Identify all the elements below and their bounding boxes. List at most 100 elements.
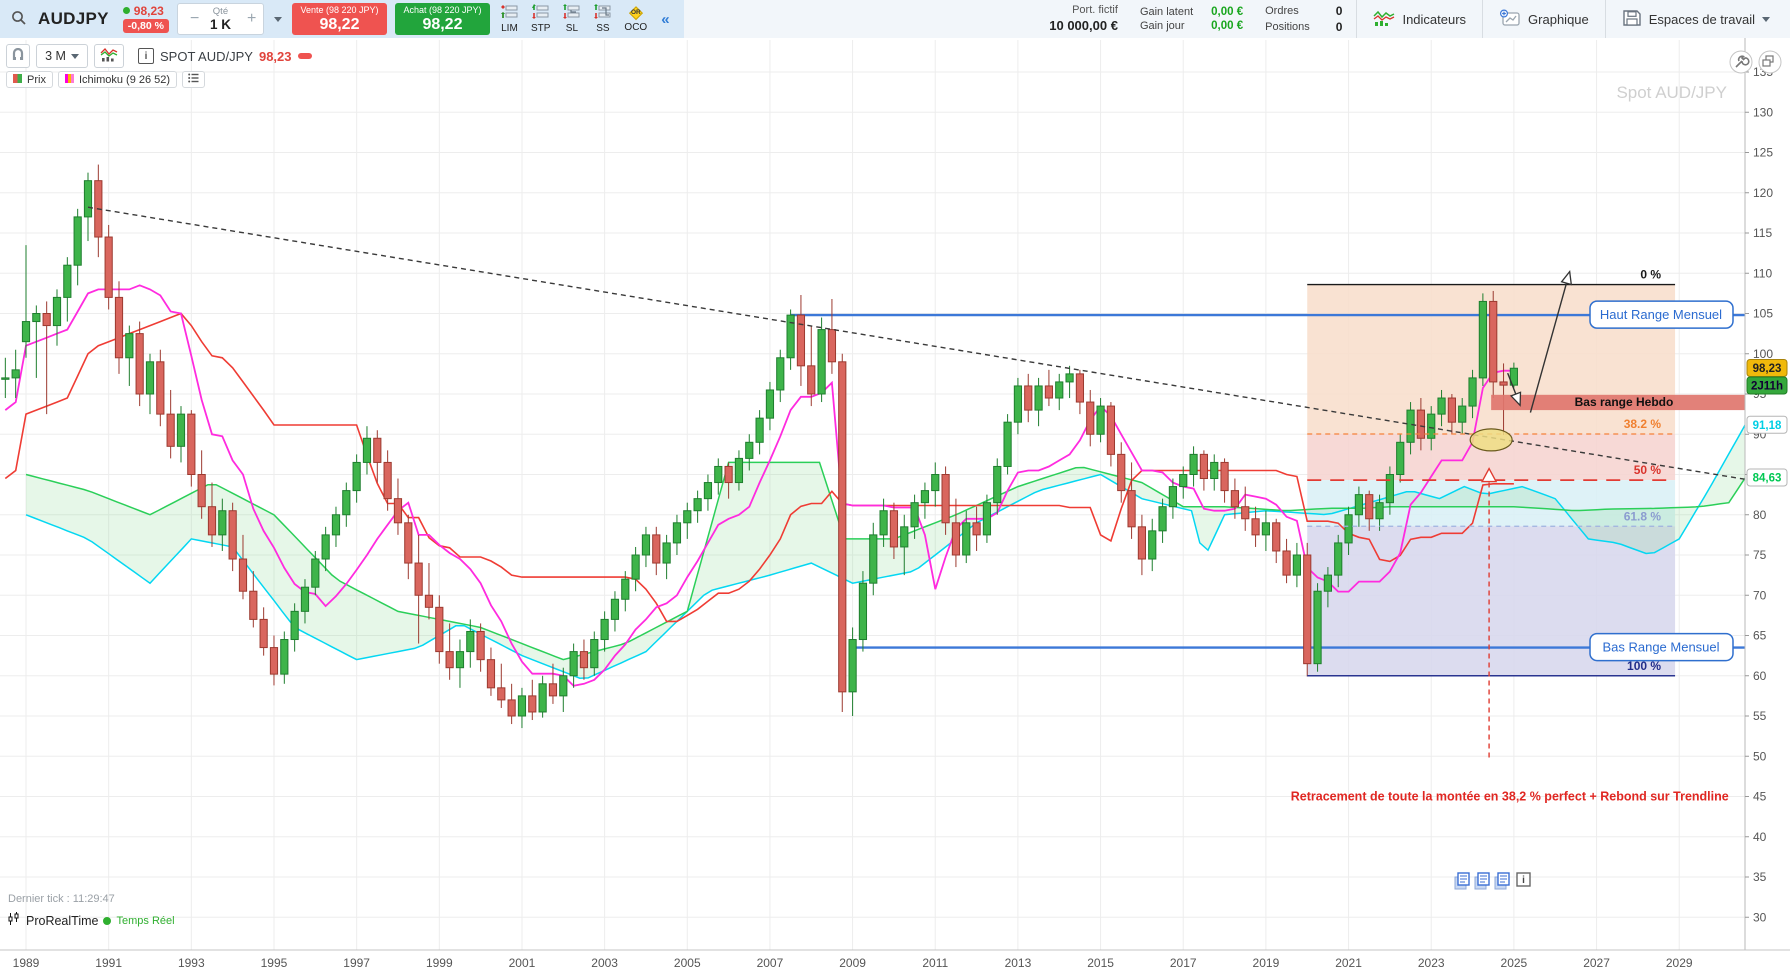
- copy-buttons[interactable]: i: [1454, 872, 1531, 890]
- order-type-ss-button[interactable]: SS: [591, 4, 614, 33]
- svg-text:2011: 2011: [922, 956, 948, 970]
- legend-list-button[interactable]: [182, 71, 206, 88]
- axis-badge-candle-countdown: [1746, 376, 1788, 395]
- svg-text:2007: 2007: [757, 956, 784, 970]
- legend-ichimoku-label: Ichimoku (9 26 52): [78, 73, 171, 86]
- last-tick: Dernier tick : 11:29:47: [8, 893, 115, 905]
- workspaces-menu-button[interactable]: Espaces de travail: [1604, 0, 1786, 38]
- realtime-dot-icon: [103, 917, 112, 925]
- indicators-menu-button[interactable]: Indicateurs: [1356, 0, 1482, 38]
- axis-corner-buttons[interactable]: [1729, 50, 1782, 74]
- chart-toolbar: 3 M i SPOT AUD/JPY 98,23: [6, 44, 312, 68]
- svg-text:2013: 2013: [1005, 956, 1032, 970]
- chart-watermark: Spot AUD/JPY: [1616, 83, 1727, 102]
- list-icon: [188, 73, 199, 86]
- order-type-stp-button[interactable]: STP: [529, 4, 552, 33]
- search-button[interactable]: [8, 8, 30, 30]
- portfolio-label: Port. fictif: [1072, 4, 1118, 16]
- gain-latent-value: 0,00 €: [1211, 6, 1244, 18]
- portfolio-block: Port. fictif 10 000,00 €: [1049, 4, 1118, 34]
- orders-value: 0: [1335, 4, 1343, 18]
- chevron-down-icon: [70, 53, 79, 59]
- ichimoku-legend-icon: [64, 73, 74, 86]
- orders-label: Ordres: [1265, 5, 1299, 17]
- svg-text:75: 75: [1753, 548, 1767, 562]
- instrument-change-badge: [297, 53, 312, 59]
- instrument-header: i SPOT AUD/JPY 98,23: [138, 48, 312, 64]
- axis-badge-senkou-a-value: [1746, 415, 1788, 434]
- trade-bar: AUDJPY 98,23 -0,80 % − Qté 1 K + Vente (…: [0, 0, 1790, 39]
- magnet-tool-button[interactable]: [6, 44, 30, 68]
- svg-text:Haut Range Mensuel: Haut Range Mensuel: [1600, 307, 1722, 322]
- svg-text:40: 40: [1753, 830, 1767, 844]
- qty-plus-button[interactable]: +: [241, 10, 257, 28]
- chart-type-button[interactable]: [94, 44, 124, 68]
- indicators-menu-label: Indicateurs: [1402, 11, 1467, 27]
- svg-text:38.2 %: 38.2 %: [1624, 417, 1662, 431]
- order-type-lim-button[interactable]: LIM: [498, 4, 521, 33]
- svg-text:1989: 1989: [13, 956, 40, 970]
- legend-ichimoku-chip[interactable]: Ichimoku (9 26 52): [57, 71, 178, 88]
- svg-text:1991: 1991: [95, 956, 122, 970]
- chart-menu-label: Graphique: [1528, 11, 1589, 27]
- legend-price-label: Prix: [27, 73, 46, 86]
- order-type-label: STP: [530, 22, 551, 34]
- svg-text:2015: 2015: [1087, 956, 1114, 970]
- order-type-label: OCO: [624, 22, 648, 33]
- svg-text:70: 70: [1753, 588, 1767, 602]
- svg-text:2J11h: 2J11h: [1751, 380, 1783, 392]
- svg-text:120: 120: [1753, 186, 1773, 200]
- brand-name: ProRealTime: [26, 913, 99, 928]
- svg-text:115: 115: [1753, 226, 1772, 240]
- collapse-panel-button[interactable]: «: [657, 11, 673, 28]
- annotation-arrows: [1507, 270, 1573, 413]
- qty-value-block: Qté 1 K: [210, 6, 231, 32]
- qty-dropdown-button[interactable]: [272, 16, 284, 22]
- qty-minus-button[interactable]: −: [184, 10, 200, 28]
- svg-text:i: i: [1522, 875, 1525, 886]
- instrument-price: 98,23: [258, 48, 292, 64]
- time-axis: 1989 1991 1993 1995 1997 1999 2001 2003 2005 2007…: [0, 949, 1790, 974]
- order-type-sl-button[interactable]: SL: [560, 4, 583, 33]
- chart-svg[interactable]: Spot AUD/JPY 0 % 38.2 % 50 % 61.8 % 100 % Bas …: [0, 38, 1790, 974]
- search-icon: [11, 10, 27, 29]
- info-icon[interactable]: i: [138, 48, 154, 64]
- svg-text:1995: 1995: [261, 956, 288, 970]
- timeframe-select[interactable]: 3 M: [36, 44, 88, 68]
- svg-text:105: 105: [1753, 307, 1773, 321]
- note: Retracement de toute la montée en 38,2 %…: [1291, 790, 1729, 804]
- stop-loss-icon: [562, 4, 581, 21]
- symbol-change-badge: -0,80 %: [122, 18, 169, 34]
- svg-text:98,23: 98,23: [1753, 363, 1782, 375]
- ichimoku-baselines: [4, 284, 1514, 687]
- svg-text:125: 125: [1753, 146, 1773, 160]
- svg-text:110: 110: [1753, 266, 1772, 280]
- svg-text:1997: 1997: [343, 956, 370, 970]
- retracement-vline: [1480, 467, 1498, 758]
- buy-price: 98,22: [422, 15, 463, 33]
- svg-text:2019: 2019: [1253, 956, 1280, 970]
- quantity-stepper: − Qté 1 K +: [176, 3, 264, 35]
- candles: [1, 164, 1518, 729]
- trade-bar-left: AUDJPY 98,23 -0,80 % − Qté 1 K + Vente (…: [0, 0, 684, 38]
- order-type-oco-button[interactable]: OR OCO: [622, 5, 649, 33]
- positions-value: 0: [1335, 20, 1343, 34]
- symbol-price: 98,23: [133, 3, 164, 18]
- legend-price-chip[interactable]: Prix: [6, 71, 53, 88]
- svg-text:100 %: 100 %: [1627, 659, 1661, 673]
- trade-bar-right: Port. fictif 10 000,00 € Gain latent 0,0…: [1049, 0, 1790, 38]
- chevron-down-icon: [1762, 16, 1770, 22]
- order-type-label: SS: [596, 22, 610, 34]
- instrument-name: SPOT AUD/JPY: [160, 48, 253, 64]
- svg-text:55: 55: [1753, 709, 1767, 723]
- sell-label: Vente (98 220 JPY): [300, 4, 379, 15]
- buy-button[interactable]: Achat (98 220 JPY) 98,22: [394, 3, 490, 35]
- gain-latent-label: Gain latent: [1139, 6, 1194, 18]
- symbol-price-block: 98,23 -0,80 %: [122, 3, 169, 34]
- svg-text:100: 100: [1753, 347, 1773, 361]
- svg-text:2021: 2021: [1335, 956, 1362, 970]
- chart-menu-button[interactable]: Graphique: [1482, 0, 1605, 38]
- sell-button[interactable]: Vente (98 220 JPY) 98,22: [291, 3, 387, 35]
- analysis-note: Retracement de toute la montée en 38,2 %…: [1291, 790, 1729, 804]
- trendline: [87, 206, 1746, 481]
